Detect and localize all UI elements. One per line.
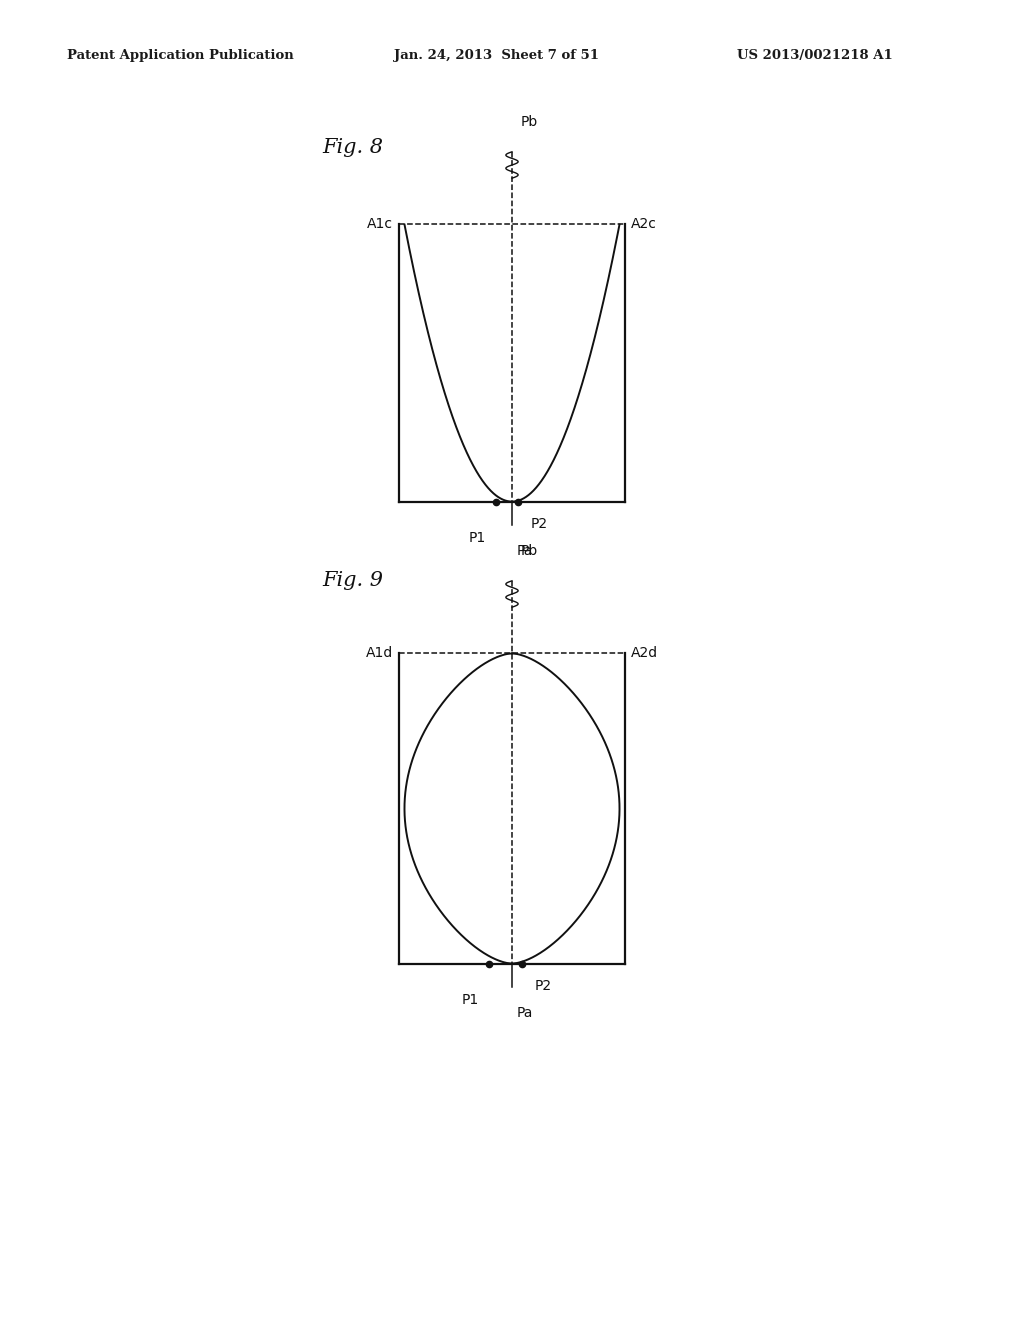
Text: Jan. 24, 2013  Sheet 7 of 51: Jan. 24, 2013 Sheet 7 of 51 [394,49,599,62]
Text: P2: P2 [535,979,552,994]
Text: P1: P1 [468,531,485,545]
Text: P1: P1 [462,993,479,1007]
Text: Fig. 9: Fig. 9 [323,572,384,590]
Text: A1c: A1c [368,218,393,231]
Text: A1d: A1d [366,647,393,660]
Text: Pb: Pb [520,115,538,129]
Text: A2c: A2c [631,218,656,231]
Text: P2: P2 [530,517,548,532]
Text: Pb: Pb [520,544,538,558]
Text: US 2013/0021218 A1: US 2013/0021218 A1 [737,49,893,62]
Text: Fig. 8: Fig. 8 [323,139,384,157]
Text: A2d: A2d [631,647,657,660]
Text: Pa: Pa [517,544,534,558]
Text: Pa: Pa [517,1006,534,1020]
Text: Patent Application Publication: Patent Application Publication [67,49,293,62]
